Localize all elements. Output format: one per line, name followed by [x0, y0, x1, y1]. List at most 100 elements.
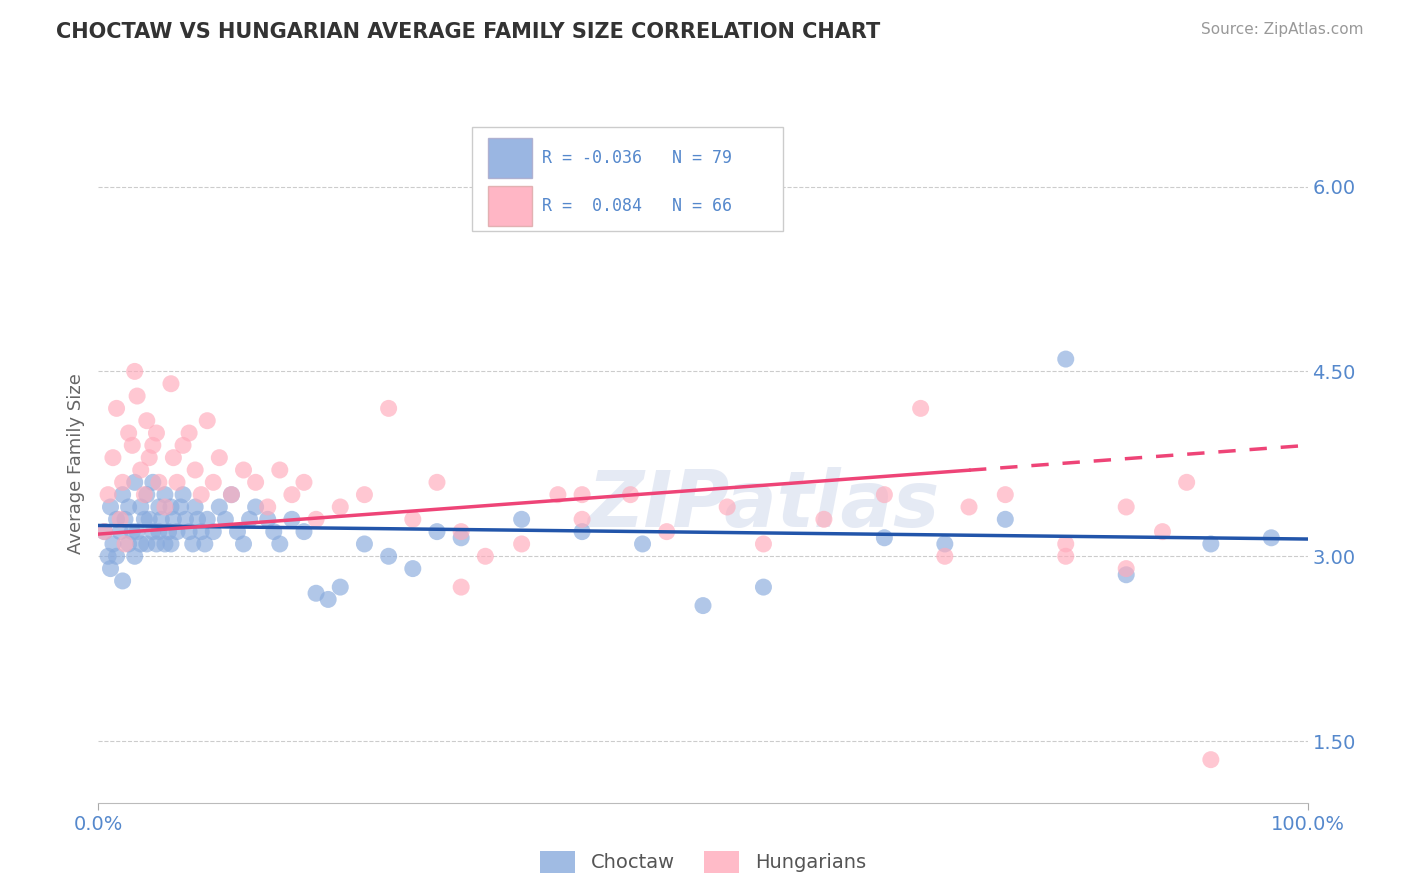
Text: CHOCTAW VS HUNGARIAN AVERAGE FAMILY SIZE CORRELATION CHART: CHOCTAW VS HUNGARIAN AVERAGE FAMILY SIZE… [56, 22, 880, 42]
Point [138, 450, 160, 465]
Point [510, 512, 533, 526]
Point [208, 450, 231, 465]
Point [162, 512, 184, 526]
Point [474, 549, 496, 564]
Point [934, 549, 956, 564]
Point [108, 524, 131, 539]
Point [169, 500, 191, 514]
Point [105, 512, 128, 526]
Point [226, 524, 249, 539]
Point [426, 475, 449, 490]
Point [195, 414, 218, 428]
Point [221, 488, 243, 502]
Point [256, 512, 278, 526]
Point [571, 512, 593, 526]
Point [181, 537, 204, 551]
Point [127, 524, 149, 539]
Point [377, 401, 399, 416]
Point [162, 450, 184, 465]
Point [111, 574, 134, 588]
Point [118, 500, 141, 514]
Point [353, 488, 375, 502]
Point [1115, 500, 1137, 514]
Point [129, 463, 152, 477]
Point [100, 500, 122, 514]
Point [202, 524, 225, 539]
Point [910, 401, 932, 416]
Point [105, 549, 128, 564]
Legend: Choctaw, Hungarians: Choctaw, Hungarians [533, 843, 873, 880]
Point [138, 512, 160, 526]
Point [1054, 549, 1077, 564]
Point [239, 512, 262, 526]
Point [547, 488, 569, 502]
Point [1260, 531, 1282, 545]
Point [97, 549, 120, 564]
Point [292, 524, 315, 539]
Point [1115, 561, 1137, 575]
Point [232, 463, 254, 477]
Point [150, 512, 173, 526]
Point [166, 475, 188, 490]
Point [142, 438, 165, 452]
Point [127, 389, 149, 403]
Point [134, 488, 156, 502]
Text: R = -0.036   N = 79: R = -0.036 N = 79 [541, 149, 731, 167]
Point [1199, 537, 1222, 551]
Point [619, 488, 641, 502]
Point [100, 561, 122, 575]
Point [292, 475, 315, 490]
Point [281, 512, 304, 526]
Point [402, 561, 425, 575]
Point [194, 537, 217, 551]
Point [129, 537, 152, 551]
Point [281, 488, 304, 502]
Point [353, 537, 375, 551]
Point [179, 425, 201, 440]
Point [160, 376, 183, 391]
Point [752, 537, 775, 551]
Point [105, 401, 128, 416]
Point [873, 488, 896, 502]
Point [655, 524, 678, 539]
Point [269, 463, 291, 477]
Point [101, 537, 124, 551]
Point [134, 512, 156, 526]
Point [813, 512, 835, 526]
Point [221, 488, 243, 502]
Point [160, 537, 183, 551]
Text: ZIPatlas: ZIPatlas [588, 467, 939, 542]
Point [256, 500, 278, 514]
Point [316, 592, 339, 607]
Point [118, 425, 141, 440]
Point [510, 537, 533, 551]
Point [142, 475, 165, 490]
Point [202, 475, 225, 490]
Point [994, 512, 1017, 526]
Text: R =  0.084   N = 66: R = 0.084 N = 66 [541, 197, 731, 215]
Point [329, 580, 352, 594]
Point [124, 475, 146, 490]
Point [934, 537, 956, 551]
Point [111, 488, 134, 502]
Point [101, 450, 124, 465]
Y-axis label: Average Family Size: Average Family Size [66, 374, 84, 554]
Point [108, 512, 131, 526]
Point [190, 524, 212, 539]
Point [135, 414, 157, 428]
Point [93, 524, 115, 539]
Point [716, 500, 738, 514]
Point [377, 549, 399, 564]
Point [232, 537, 254, 551]
Point [148, 524, 170, 539]
Point [172, 488, 194, 502]
Point [153, 488, 176, 502]
Point [153, 500, 176, 514]
Point [114, 537, 136, 551]
Point [1175, 475, 1198, 490]
Point [1152, 524, 1174, 539]
Point [195, 512, 218, 526]
Point [450, 524, 472, 539]
Point [571, 488, 593, 502]
Point [752, 580, 775, 594]
